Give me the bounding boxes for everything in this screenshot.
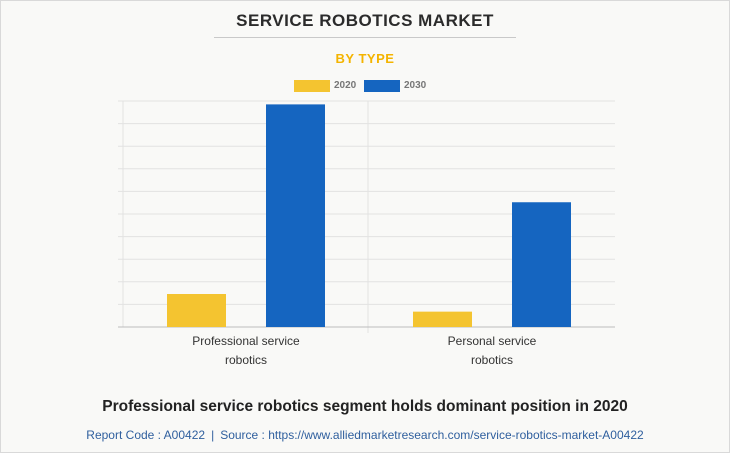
- chart-caption: Professional service robotics segment ho…: [102, 398, 628, 415]
- source-line: Report Code : A00422 | Source : https://ww…: [0, 428, 730, 442]
- x-tick-label: Professional service robotics: [192, 334, 300, 367]
- chart-subtitle: BY TYPE: [335, 51, 395, 66]
- title-divider: [214, 37, 516, 38]
- legend-swatch-2020: [294, 80, 330, 92]
- legend-label-2020: 2020: [334, 80, 357, 91]
- x-tick-label: Personal service robotics: [448, 334, 537, 367]
- source-url: Source : https://www.alliedmarketresearc…: [220, 428, 644, 442]
- bar-2020-personal: [413, 311, 472, 327]
- legend-swatch-2030: [364, 80, 400, 92]
- bar-2030-professional: [266, 104, 325, 327]
- x-tick-label-line: robotics: [471, 353, 513, 367]
- x-tick-label-line: robotics: [225, 353, 267, 367]
- bar-2020-professional: [167, 294, 226, 327]
- legend-label-2030: 2030: [404, 80, 427, 91]
- x-tick-label-line: Professional service: [192, 334, 300, 348]
- source-separator: |: [211, 428, 215, 442]
- x-tick-label-line: Personal service: [448, 334, 537, 348]
- report-code: Report Code : A00422: [86, 428, 206, 442]
- bar-2030-personal: [512, 202, 571, 327]
- chart-title: SERVICE ROBOTICS MARKET: [236, 11, 494, 30]
